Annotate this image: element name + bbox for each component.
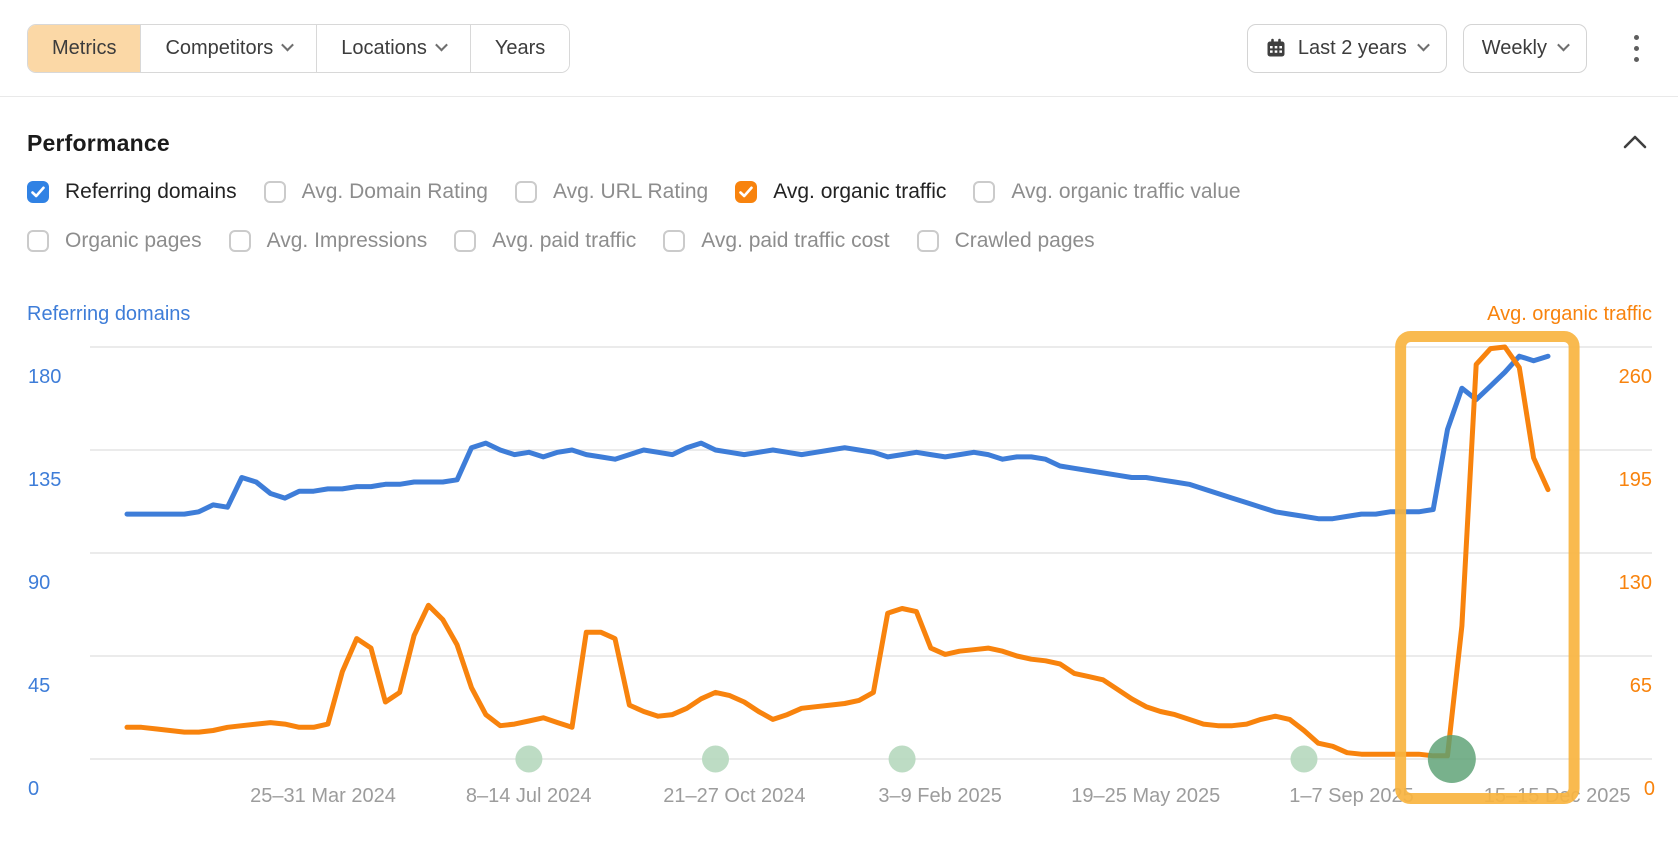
section-title: Performance (27, 130, 170, 156)
metric-label: Organic pages (65, 229, 202, 252)
metric-checkbox-avg-paid-traffic-cost[interactable]: Avg. paid traffic cost (663, 229, 890, 253)
metric-checkbox-crawled-pages[interactable]: Crawled pages (916, 229, 1095, 253)
metric-label: Avg. Domain Rating (301, 180, 488, 203)
right-axis-tick: 0 (1644, 778, 1655, 800)
metric-checkbox-organic-pages[interactable]: Organic pages (27, 229, 202, 253)
tab-years[interactable]: Years (469, 24, 570, 72)
metric-checkbox-avg-paid-traffic[interactable]: Avg. paid traffic (454, 229, 636, 253)
metric-label: Avg. paid traffic (492, 229, 637, 252)
right-axis-tick: 195 (1619, 469, 1652, 491)
checkbox-unchecked-icon (228, 230, 251, 252)
tab-label: Locations (341, 36, 427, 59)
right-axis-tick: 65 (1630, 675, 1652, 697)
x-axis-tick: 21–27 Oct 2024 (663, 785, 805, 807)
series-line-referring-domains (124, 353, 1551, 522)
left-axis-tick: 0 (28, 778, 39, 800)
series-line-avg-organic-traffic (124, 344, 1551, 759)
checkbox-unchecked-icon (663, 230, 686, 252)
left-axis-title: Referring domains (27, 303, 190, 325)
metric-checkbox-referring-domains[interactable]: Referring domains (27, 180, 237, 204)
date-range-label: Last 2 years (1297, 36, 1407, 59)
more-options-button[interactable] (1621, 24, 1651, 73)
event-dot[interactable] (1290, 745, 1318, 773)
metric-label: Avg. organic traffic (773, 180, 947, 203)
chart-container: Referring domains Avg. organic traffic 180… (0, 278, 1678, 836)
chevron-up-icon (1623, 134, 1647, 150)
tab-metrics[interactable]: Metrics (28, 24, 141, 72)
calendar-icon (1266, 38, 1286, 58)
x-axis-tick: 19–25 May 2025 (1071, 785, 1220, 807)
performance-header: Performance (0, 130, 1678, 157)
checkbox-checked-icon (735, 181, 758, 203)
metric-checkbox-avg-impressions[interactable]: Avg. Impressions (228, 229, 428, 253)
chevron-down-icon (1416, 38, 1430, 51)
metric-label: Avg. Impressions (266, 229, 428, 252)
metric-checkbox-avg-organic-traffic[interactable]: Avg. organic traffic (735, 180, 946, 204)
metric-checkbox-avg-domain-rating[interactable]: Avg. Domain Rating (263, 180, 488, 204)
tab-label: Metrics (52, 36, 117, 59)
x-axis-tick: 25–31 Mar 2024 (250, 785, 396, 807)
metric-label: Avg. paid traffic cost (701, 229, 890, 252)
tab-competitors[interactable]: Competitors (140, 24, 317, 72)
metric-toggles-row-1: Referring domains Avg. Domain Rating Avg. … (0, 180, 1678, 204)
chevron-down-icon (435, 38, 448, 51)
highlight-event-dot[interactable] (1427, 735, 1476, 783)
checkbox-unchecked-icon (514, 181, 537, 203)
checkbox-unchecked-icon (973, 181, 996, 203)
chevron-down-icon (281, 38, 295, 51)
right-axis-tick: 130 (1619, 572, 1652, 594)
date-range-button[interactable]: Last 2 years (1246, 23, 1447, 73)
collapse-section-button[interactable] (1619, 130, 1651, 157)
x-axis-tick: 3–9 Feb 2025 (878, 785, 1001, 807)
event-dot[interactable] (701, 745, 729, 773)
granularity-label: Weekly (1481, 36, 1547, 59)
checkbox-unchecked-icon (916, 230, 939, 252)
metric-label: Referring domains (65, 180, 237, 203)
x-axis-tick: 8–14 Jul 2024 (466, 785, 592, 807)
kebab-icon (1633, 34, 1639, 40)
checkbox-unchecked-icon (454, 230, 477, 252)
right-axis-title: Avg. organic traffic (1487, 303, 1652, 325)
tab-label: Years (494, 36, 546, 59)
metric-label: Avg. URL Rating (552, 180, 709, 203)
x-axis-tick: 1–7 Sep 2025 (1289, 785, 1414, 807)
metric-checkbox-avg-organic-traffic-value[interactable]: Avg. organic traffic value (973, 180, 1241, 204)
toolbar-right: Last 2 years Weekly (1246, 23, 1651, 73)
event-dot[interactable] (515, 745, 543, 773)
left-axis-tick: 180 (28, 366, 61, 388)
tab-locations[interactable]: Locations (316, 24, 470, 72)
highlight-box (1395, 331, 1580, 804)
left-axis-tick: 90 (28, 572, 50, 594)
metric-label: Avg. organic traffic value (1011, 180, 1241, 203)
toolbar: Metrics Competitors Locations Years Last 2 … (0, 0, 1678, 97)
left-axis-tick: 45 (28, 675, 50, 697)
checkbox-unchecked-icon (263, 181, 286, 203)
performance-chart: Referring domains Avg. organic traffic 180… (27, 303, 1655, 807)
granularity-button[interactable]: Weekly (1462, 23, 1587, 73)
view-tabs: Metrics Competitors Locations Years (27, 23, 571, 73)
tab-label: Competitors (165, 36, 274, 59)
metric-label: Crawled pages (954, 229, 1095, 252)
chevron-down-icon (1557, 38, 1570, 51)
metric-checkbox-avg-url-rating[interactable]: Avg. URL Rating (514, 180, 709, 204)
checkbox-checked-icon (27, 181, 49, 203)
checkbox-unchecked-icon (27, 230, 49, 252)
right-axis-tick: 260 (1619, 366, 1652, 388)
event-dot[interactable] (888, 745, 916, 773)
metric-toggles-row-2: Organic pages Avg. Impressions Avg. paid t… (0, 229, 1678, 253)
left-axis-tick: 135 (28, 469, 61, 491)
